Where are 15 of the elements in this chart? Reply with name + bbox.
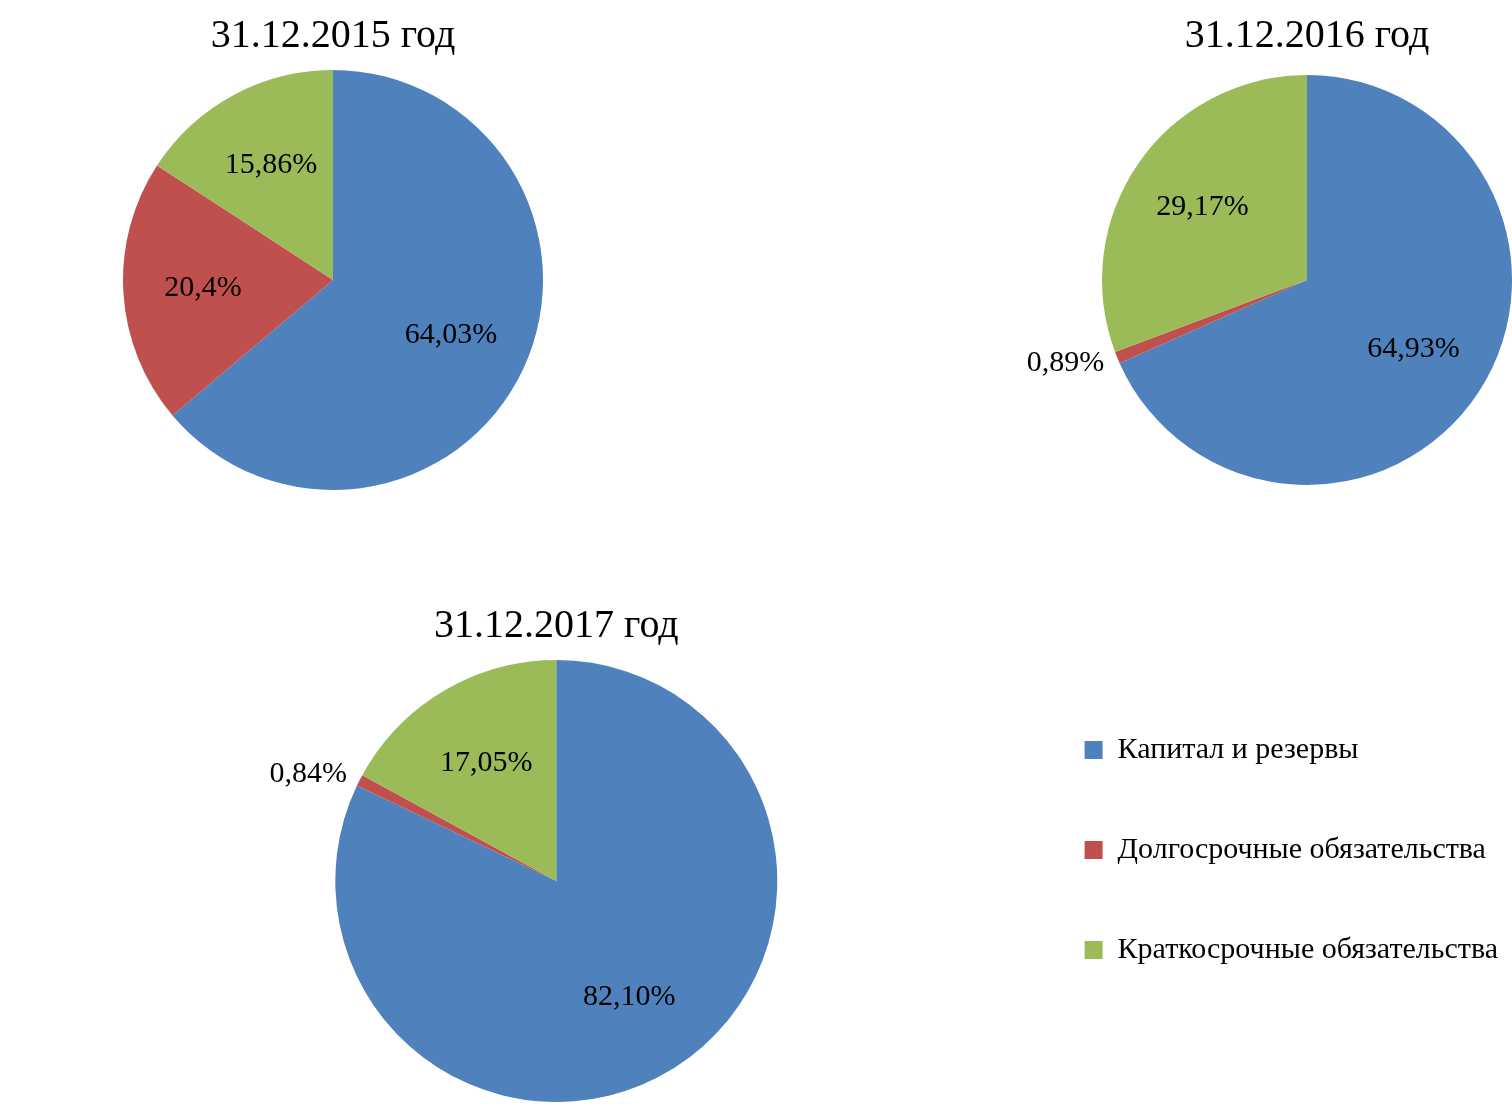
- data-label: 64,93%: [1367, 330, 1460, 364]
- data-label: 20,4%: [164, 268, 242, 302]
- legend-label: Капитал и резервы: [1117, 730, 1359, 764]
- legend-label: Краткосрочные обязательства: [1117, 930, 1498, 964]
- data-label: 0,84%: [269, 754, 348, 788]
- legend-label: Долгосрочные обязательства: [1117, 830, 1486, 864]
- data-label: 29,17%: [1156, 188, 1249, 222]
- chart-title: 31.12.2015 год: [210, 10, 456, 56]
- data-label: 64,03%: [404, 315, 498, 349]
- chart-title: 31.12.2016 год: [1184, 10, 1430, 56]
- chart-title: 31.12.2017 год: [433, 600, 679, 646]
- data-label: 82,10%: [583, 977, 676, 1011]
- data-label: 0,89%: [1026, 343, 1105, 377]
- data-label: 15,86%: [224, 146, 318, 180]
- data-label: 17,05%: [440, 744, 533, 778]
